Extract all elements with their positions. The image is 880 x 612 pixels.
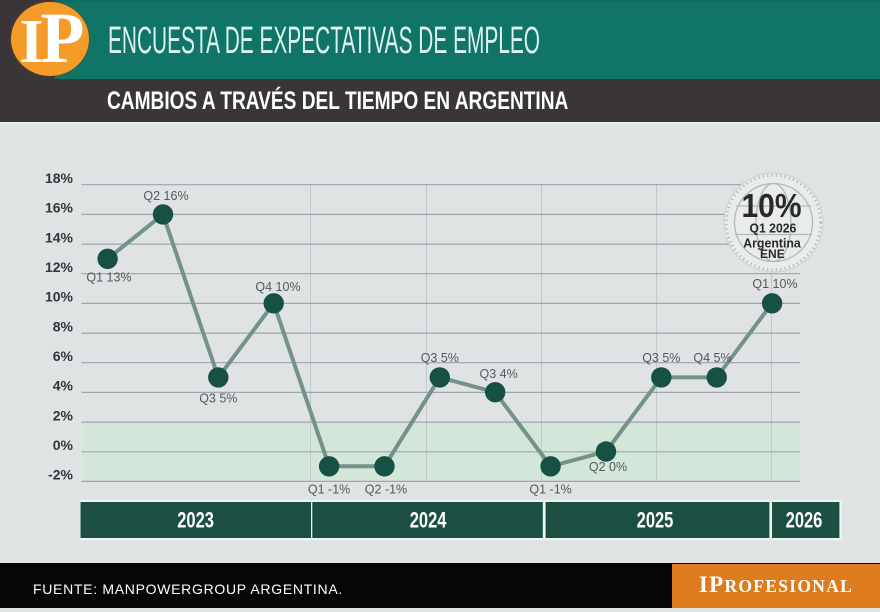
svg-text:I: I xyxy=(20,8,44,76)
svg-text:-2%: -2% xyxy=(48,467,73,483)
svg-text:Q3 5%: Q3 5% xyxy=(642,351,680,365)
svg-text:2025: 2025 xyxy=(637,508,674,533)
svg-text:Q3 5%: Q3 5% xyxy=(199,392,237,406)
svg-text:P: P xyxy=(41,0,85,78)
svg-text:8%: 8% xyxy=(53,318,74,334)
svg-text:Q2 0%: Q2 0% xyxy=(589,460,627,474)
svg-text:18%: 18% xyxy=(45,170,74,186)
svg-text:Q2 16%: Q2 16% xyxy=(143,189,188,203)
svg-text:10%: 10% xyxy=(741,187,801,225)
svg-text:14%: 14% xyxy=(45,229,74,245)
svg-text:Q2 -1%: Q2 -1% xyxy=(365,483,407,497)
svg-text:Q3 5%: Q3 5% xyxy=(421,351,459,365)
svg-text:Q1 -1%: Q1 -1% xyxy=(529,483,571,497)
svg-text:Q4 5%: Q4 5% xyxy=(693,351,731,365)
svg-text:ENE: ENE xyxy=(760,247,785,261)
svg-text:2023: 2023 xyxy=(177,508,214,533)
svg-text:16%: 16% xyxy=(45,200,74,216)
svg-text:0%: 0% xyxy=(53,437,74,453)
svg-text:12%: 12% xyxy=(45,259,74,275)
svg-text:2026: 2026 xyxy=(786,508,823,533)
svg-text:Argentina: Argentina xyxy=(743,236,801,250)
svg-text:Q3 4%: Q3 4% xyxy=(479,367,517,381)
svg-text:10%: 10% xyxy=(45,289,74,305)
svg-text:4%: 4% xyxy=(53,378,74,394)
svg-text:Q1 13%: Q1 13% xyxy=(86,271,131,285)
svg-text:Q1 -1%: Q1 -1% xyxy=(308,483,350,497)
svg-text:Q1 10%: Q1 10% xyxy=(752,277,797,291)
svg-text:Q4 10%: Q4 10% xyxy=(255,280,300,294)
svg-text:2%: 2% xyxy=(53,407,74,423)
svg-text:6%: 6% xyxy=(53,348,74,364)
svg-text:Q1 2026: Q1 2026 xyxy=(749,221,796,235)
svg-text:2024: 2024 xyxy=(410,508,447,533)
